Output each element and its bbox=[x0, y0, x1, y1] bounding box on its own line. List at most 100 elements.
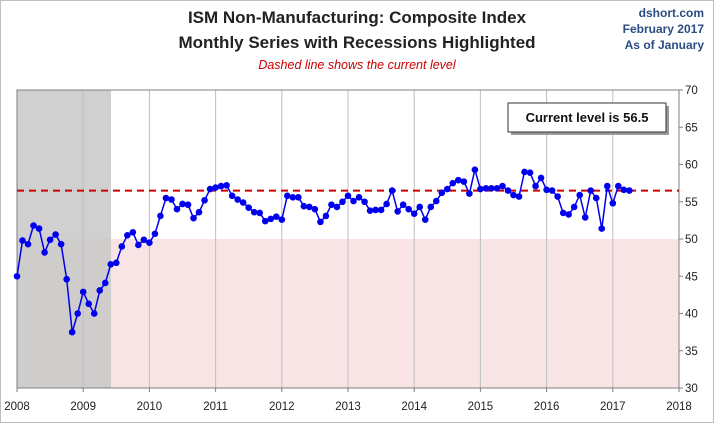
data-point bbox=[339, 198, 346, 206]
data-point bbox=[510, 191, 517, 199]
data-point bbox=[63, 275, 70, 283]
data-point bbox=[488, 185, 495, 192]
y-tick-label: 45 bbox=[685, 271, 698, 283]
data-point bbox=[410, 210, 418, 217]
x-tick-label: 2010 bbox=[137, 401, 163, 413]
data-point bbox=[113, 259, 120, 267]
y-tick-label: 30 bbox=[685, 383, 698, 395]
data-point bbox=[405, 205, 412, 213]
data-point bbox=[19, 237, 26, 244]
data-point bbox=[13, 272, 21, 280]
y-tick-label: 65 bbox=[685, 122, 698, 134]
data-point bbox=[278, 216, 286, 223]
annotation-text: Current level is 56.5 bbox=[526, 110, 649, 125]
data-point bbox=[603, 182, 611, 190]
data-point bbox=[151, 230, 159, 238]
data-point bbox=[41, 249, 48, 256]
data-point bbox=[361, 198, 368, 206]
data-point bbox=[107, 261, 115, 268]
data-point bbox=[79, 288, 87, 296]
annotation-box bbox=[507, 102, 667, 133]
data-point bbox=[570, 203, 578, 211]
y-tick-label: 50 bbox=[685, 234, 698, 246]
data-point bbox=[201, 196, 208, 204]
chart-subtitle: Monthly Series with Recessions Highlight… bbox=[178, 33, 536, 52]
data-point bbox=[471, 166, 479, 174]
data-point bbox=[521, 168, 528, 176]
data-point bbox=[449, 179, 457, 187]
data-point bbox=[146, 239, 153, 247]
data-point bbox=[245, 204, 252, 212]
data-point bbox=[559, 209, 567, 217]
data-point bbox=[626, 187, 633, 194]
data-point bbox=[548, 187, 556, 194]
data-point bbox=[328, 201, 335, 209]
data-point bbox=[317, 218, 324, 226]
x-tick-label: 2012 bbox=[269, 401, 295, 413]
data-point bbox=[499, 182, 506, 190]
data-point bbox=[416, 203, 424, 211]
data-point bbox=[300, 202, 308, 210]
data-point bbox=[554, 193, 561, 200]
data-point bbox=[350, 197, 357, 205]
data-point bbox=[421, 216, 429, 223]
data-point bbox=[68, 328, 76, 336]
data-point bbox=[195, 208, 203, 216]
data-point bbox=[333, 203, 341, 211]
data-point bbox=[394, 208, 401, 215]
data-point bbox=[344, 192, 352, 200]
data-point bbox=[504, 187, 512, 194]
data-point bbox=[493, 185, 501, 192]
data-point bbox=[515, 193, 523, 200]
data-point bbox=[526, 169, 534, 176]
data-point bbox=[565, 211, 572, 218]
data-point bbox=[388, 187, 396, 194]
data-point bbox=[168, 196, 175, 203]
data-point bbox=[399, 201, 407, 209]
data-point bbox=[272, 213, 280, 220]
data-point bbox=[90, 310, 98, 317]
data-point bbox=[261, 217, 269, 225]
x-tick-label: 2015 bbox=[468, 401, 494, 413]
data-point bbox=[576, 191, 583, 199]
data-point bbox=[311, 205, 319, 213]
data-point bbox=[432, 197, 440, 205]
data-point bbox=[24, 240, 32, 248]
data-point bbox=[477, 185, 484, 193]
data-point bbox=[455, 176, 462, 184]
y-tick-label: 35 bbox=[685, 346, 698, 358]
data-point bbox=[322, 212, 330, 220]
data-point bbox=[206, 185, 214, 193]
data-point bbox=[234, 196, 241, 203]
data-point bbox=[295, 193, 302, 201]
source-date: February 2017 bbox=[622, 22, 704, 36]
data-point bbox=[444, 185, 451, 193]
data-point bbox=[355, 193, 363, 201]
data-point bbox=[609, 199, 617, 207]
data-point bbox=[532, 182, 539, 190]
data-point bbox=[256, 209, 264, 217]
data-point bbox=[135, 241, 142, 249]
data-point bbox=[162, 194, 170, 202]
data-point bbox=[284, 192, 291, 200]
data-point bbox=[543, 186, 550, 194]
data-point bbox=[30, 222, 37, 229]
data-point bbox=[101, 279, 109, 287]
x-tick-label: 2017 bbox=[600, 401, 626, 413]
x-tick-label: 2016 bbox=[534, 401, 560, 413]
data-point bbox=[190, 214, 197, 222]
data-point bbox=[217, 182, 225, 190]
x-tick-label: 2014 bbox=[401, 401, 427, 413]
data-point bbox=[250, 208, 258, 216]
data-point bbox=[96, 287, 104, 294]
data-point bbox=[598, 225, 606, 232]
data-point bbox=[223, 182, 230, 189]
chart-note: Dashed line shows the current level bbox=[258, 58, 456, 72]
data-point bbox=[592, 194, 600, 202]
recession-band bbox=[17, 90, 112, 388]
data-point bbox=[377, 206, 385, 214]
data-point bbox=[85, 300, 93, 308]
x-tick-label: 2013 bbox=[335, 401, 361, 413]
data-point bbox=[372, 206, 379, 214]
